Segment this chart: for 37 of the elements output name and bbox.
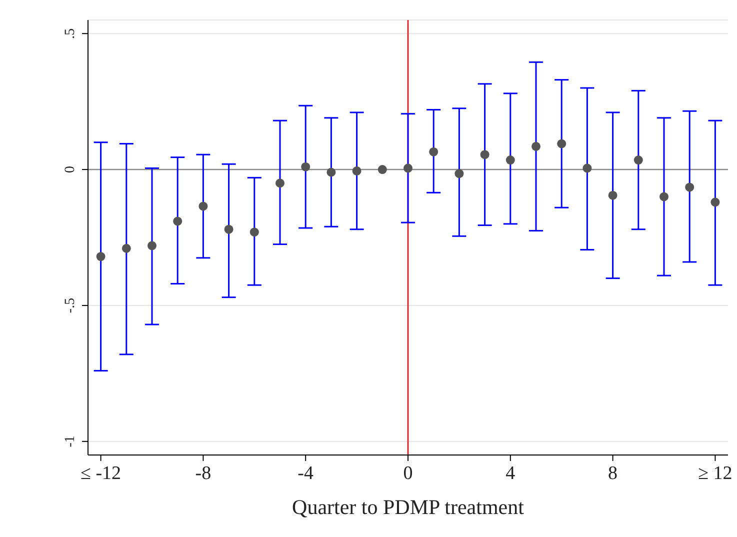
y-tick-label: -1 [63, 436, 78, 448]
point [506, 156, 515, 165]
y-tick-label: 0 [63, 166, 78, 174]
point [122, 244, 131, 253]
point [96, 252, 106, 262]
point [276, 178, 284, 188]
point [608, 190, 618, 200]
point [685, 182, 694, 192]
point [301, 162, 310, 172]
point [582, 164, 592, 173]
point [532, 142, 540, 151]
point [660, 192, 668, 202]
x-axis-title: Quarter to PDMP treatment [292, 495, 524, 519]
point [378, 165, 387, 174]
y-tick-label: .5 [63, 28, 78, 39]
point [326, 168, 336, 177]
point [224, 224, 234, 234]
point [352, 166, 362, 176]
point [557, 139, 566, 148]
point [429, 147, 438, 156]
point [250, 228, 259, 237]
point [404, 164, 412, 173]
point [634, 156, 643, 165]
y-tick-label: -.5 [63, 298, 78, 314]
x-tick-label: -4 [298, 463, 314, 484]
point [198, 202, 208, 211]
point [710, 198, 720, 207]
x-tick-label: ≥ 12 [698, 463, 732, 484]
point [148, 241, 156, 250]
x-tick-label: 8 [608, 463, 618, 484]
x-tick-label: 4 [506, 463, 516, 484]
point [173, 216, 182, 226]
point [480, 150, 490, 160]
x-tick-label: 0 [403, 463, 413, 484]
point [454, 169, 464, 178]
x-tick-label: -8 [195, 463, 212, 484]
x-tick-label: ≤ -12 [80, 463, 122, 484]
